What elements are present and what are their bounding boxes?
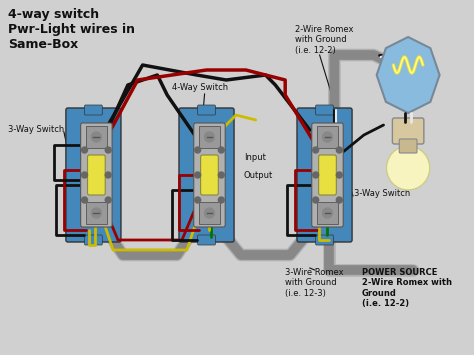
Text: Input: Input — [244, 153, 266, 162]
Circle shape — [313, 197, 319, 203]
Text: 3-Wire Romex
with Ground
(i.e. 12-3): 3-Wire Romex with Ground (i.e. 12-3) — [285, 268, 344, 298]
Circle shape — [313, 147, 319, 153]
Circle shape — [219, 172, 224, 178]
FancyBboxPatch shape — [399, 139, 417, 153]
Circle shape — [205, 208, 214, 218]
FancyBboxPatch shape — [319, 155, 337, 195]
FancyBboxPatch shape — [297, 108, 352, 242]
FancyBboxPatch shape — [86, 126, 107, 148]
Circle shape — [219, 197, 224, 203]
FancyBboxPatch shape — [81, 123, 112, 227]
FancyBboxPatch shape — [66, 108, 121, 242]
FancyBboxPatch shape — [199, 126, 220, 148]
Circle shape — [105, 172, 111, 178]
FancyBboxPatch shape — [198, 105, 215, 115]
Circle shape — [105, 147, 111, 153]
Circle shape — [195, 172, 201, 178]
Circle shape — [205, 132, 214, 142]
Text: 4-Way Switch: 4-Way Switch — [172, 83, 228, 93]
Circle shape — [323, 132, 332, 142]
FancyBboxPatch shape — [317, 126, 338, 148]
Text: Output: Output — [244, 171, 273, 180]
Circle shape — [82, 172, 88, 178]
FancyBboxPatch shape — [86, 202, 107, 224]
FancyBboxPatch shape — [84, 235, 102, 245]
FancyBboxPatch shape — [88, 155, 105, 195]
Circle shape — [323, 208, 332, 218]
Text: 3-Way Switch: 3-Way Switch — [8, 126, 64, 135]
Circle shape — [337, 172, 342, 178]
Circle shape — [82, 147, 88, 153]
Text: 3-Way Switch: 3-Way Switch — [354, 189, 410, 197]
Circle shape — [91, 132, 101, 142]
FancyBboxPatch shape — [201, 155, 219, 195]
Text: 4-way switch
Pwr-Light wires in
Same-Box: 4-way switch Pwr-Light wires in Same-Box — [8, 8, 135, 51]
Circle shape — [82, 197, 88, 203]
FancyBboxPatch shape — [317, 202, 338, 224]
FancyBboxPatch shape — [316, 105, 333, 115]
Circle shape — [337, 197, 342, 203]
Circle shape — [105, 197, 111, 203]
Circle shape — [386, 146, 430, 190]
FancyBboxPatch shape — [392, 118, 424, 144]
FancyBboxPatch shape — [198, 235, 215, 245]
Text: POWER SOURCE
2-Wire Romex with
Ground
(i.e. 12-2): POWER SOURCE 2-Wire Romex with Ground (i… — [362, 268, 452, 308]
Text: 2-Wire Romex
with Ground
(i.e. 12-2): 2-Wire Romex with Ground (i.e. 12-2) — [295, 25, 354, 55]
FancyBboxPatch shape — [316, 235, 333, 245]
FancyBboxPatch shape — [84, 105, 102, 115]
FancyBboxPatch shape — [199, 202, 220, 224]
FancyBboxPatch shape — [194, 123, 225, 227]
Circle shape — [337, 147, 342, 153]
Circle shape — [313, 172, 319, 178]
FancyBboxPatch shape — [179, 108, 234, 242]
Circle shape — [91, 208, 101, 218]
Circle shape — [195, 147, 201, 153]
FancyBboxPatch shape — [312, 123, 343, 227]
Circle shape — [195, 197, 201, 203]
Circle shape — [219, 147, 224, 153]
Polygon shape — [377, 37, 439, 113]
